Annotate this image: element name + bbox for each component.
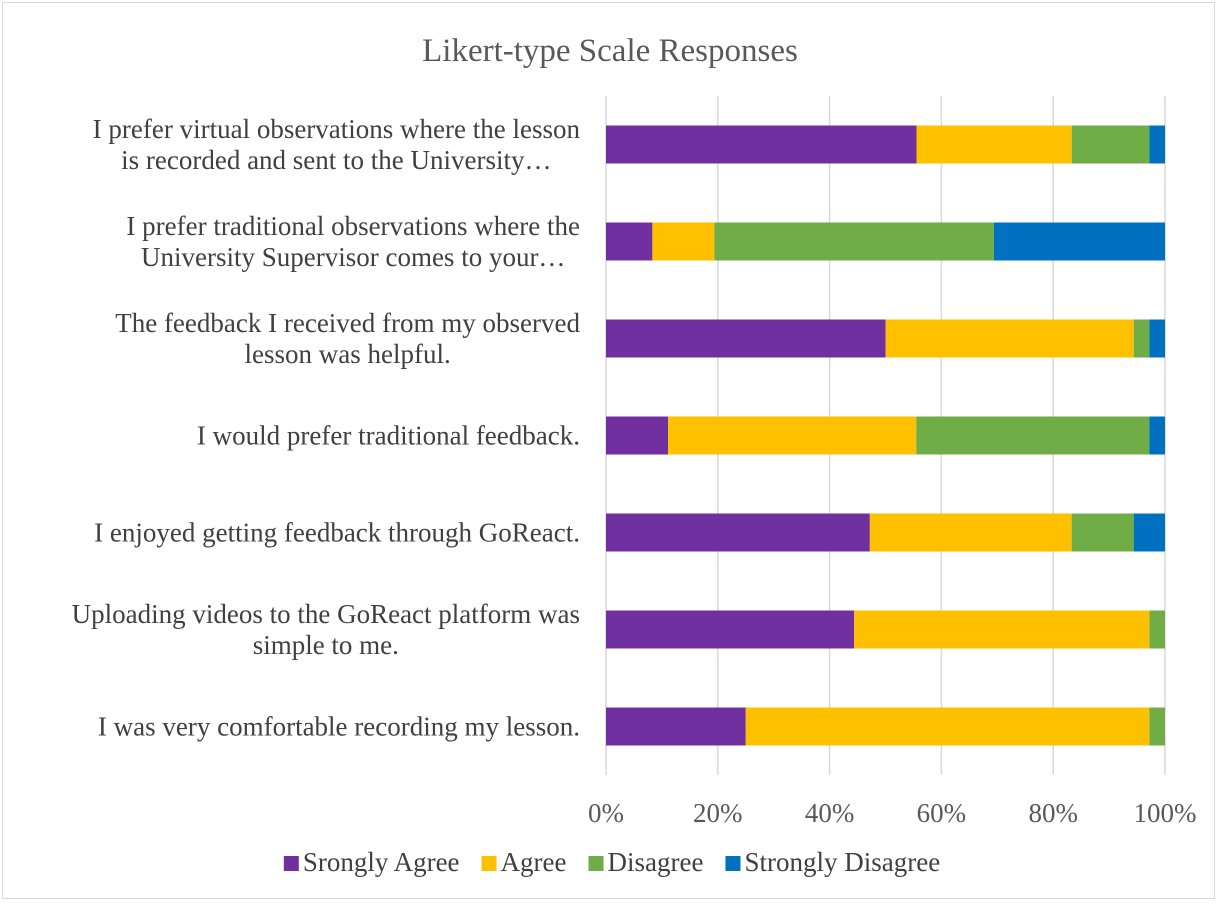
legend-swatch [725, 856, 741, 871]
bar-segment [1071, 513, 1134, 552]
bar-segment [606, 125, 917, 164]
legend-swatch [481, 856, 497, 871]
category-label: I prefer traditional observations where … [126, 211, 580, 241]
legend-label: Disagree [608, 847, 704, 877]
bar-segment [1133, 513, 1165, 552]
bar-segment [1133, 319, 1150, 358]
bar-segment [606, 416, 669, 455]
bar-segment [885, 319, 1134, 358]
chart-title: Likert-type Scale Responses [422, 33, 798, 69]
bar-segment [869, 513, 1072, 552]
category-label: The feedback I received from my observed [115, 308, 580, 338]
category-label: I enjoyed getting feedback through GoRea… [94, 518, 580, 548]
category-label: Uploading videos to the GoReact platform… [72, 599, 580, 629]
category-label: University Supervisor comes to your… [141, 242, 565, 272]
x-tick-label: 60% [917, 798, 967, 828]
bar-segment [1149, 707, 1165, 746]
bar-segment [916, 125, 1072, 164]
category-label: I prefer virtual observations where the … [93, 114, 581, 144]
bar-segment [668, 416, 917, 455]
legend-label: Strongly Disagree [744, 847, 940, 877]
bar-segment [1071, 125, 1150, 164]
legend-item: Disagree [588, 847, 704, 877]
bar-segment [854, 610, 1150, 649]
x-tick-label: 0% [588, 798, 624, 828]
bars [606, 125, 1165, 746]
bar-segment [1149, 319, 1165, 358]
category-label: I would prefer traditional feedback. [197, 421, 580, 451]
legend-item: Strongly Disagree [725, 847, 940, 877]
bar-segment [606, 319, 886, 358]
category-label: I was very comfortable recording my less… [98, 712, 580, 742]
legend-item: Srongly Agree [283, 847, 460, 877]
bar-segment [745, 707, 1150, 746]
legend-swatch [588, 856, 604, 871]
legend: Srongly Agree Agree Disagree Strongly Disag… [283, 847, 940, 877]
category-label: lesson was helpful. [245, 339, 451, 369]
x-axis-tick-labels: 0% 20% 40% 60% 80% 100% [588, 798, 1197, 828]
bar-segment [1149, 610, 1165, 649]
category-label: is recorded and sent to the University… [121, 145, 551, 175]
x-tick-label: 20% [693, 798, 743, 828]
legend-swatch [283, 856, 299, 871]
legend-label: Agree [501, 847, 567, 877]
bar-segment [606, 707, 746, 746]
category-labels: I prefer virtual observations where the … [72, 114, 581, 742]
x-tick-label: 80% [1028, 798, 1078, 828]
x-tick-label: 100% [1134, 798, 1197, 828]
bar-segment [714, 222, 994, 261]
bar-segment [993, 222, 1165, 261]
bar-segment [916, 416, 1150, 455]
bar-segment [1149, 416, 1165, 455]
bar-segment [606, 222, 653, 261]
legend-label: Srongly Agree [303, 847, 460, 877]
bar-segment [1149, 125, 1165, 164]
legend-item: Agree [481, 847, 567, 877]
x-tick-label: 40% [805, 798, 855, 828]
category-label: simple to me. [253, 630, 399, 660]
bar-segment [606, 513, 870, 552]
bar-segment [606, 610, 855, 649]
bar-segment [652, 222, 715, 261]
